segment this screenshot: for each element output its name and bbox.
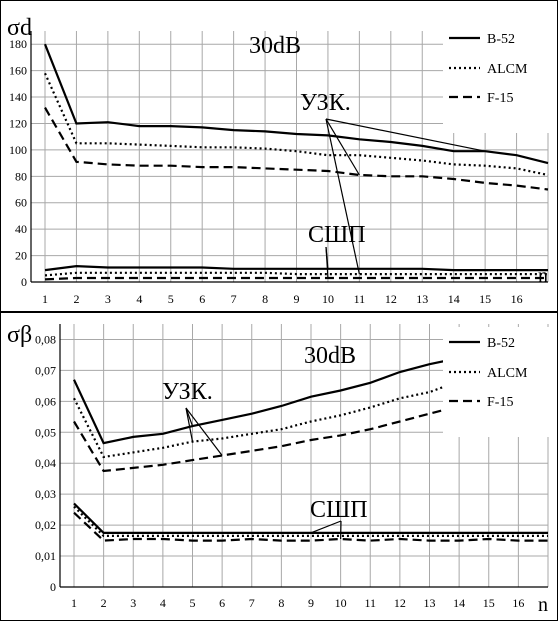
x-tick-label: 5 (168, 292, 174, 306)
y-tick-label: 0,08 (35, 332, 56, 346)
x-axis-label: n (538, 265, 548, 287)
x-tick-label: 1 (42, 292, 48, 306)
y-tick-label: 0,06 (35, 394, 56, 408)
x-tick-label: 7 (231, 292, 237, 306)
x-axis-label: n (538, 594, 548, 616)
x-tick-label: 3 (130, 596, 136, 610)
y-axis-label: σd (7, 15, 32, 41)
x-tick-label: 11 (364, 596, 376, 610)
y-tick-label: 100 (9, 143, 27, 157)
y-tick-label: 0,03 (35, 487, 56, 501)
x-tick-label: 8 (262, 292, 268, 306)
y-tick-label: 80 (15, 169, 27, 183)
db-annotation: 30dB (304, 343, 356, 369)
y-tick-label: 40 (15, 222, 27, 236)
y-tick-label: 60 (15, 196, 27, 210)
y-tick-label: 160 (9, 64, 27, 78)
x-tick-label: 1 (71, 596, 77, 610)
x-tick-label: 10 (322, 292, 334, 306)
x-tick-label: 12 (394, 596, 406, 610)
x-tick-label: 9 (308, 596, 314, 610)
x-tick-label: 6 (199, 292, 205, 306)
x-tick-label: 2 (73, 292, 79, 306)
x-tick-label: 15 (483, 596, 495, 610)
x-tick-label: 10 (335, 596, 347, 610)
narrow-band-leader-line (326, 119, 359, 274)
legend-label-alcm: ALCM (487, 366, 528, 381)
x-tick-label: 5 (190, 596, 196, 610)
legend: B-52 ALCM F-15 (443, 23, 555, 133)
x-tick-label: 15 (479, 292, 491, 306)
legend-label-f15: F-15 (487, 395, 513, 410)
y-tick-label: 140 (9, 90, 27, 104)
legend-label-f15: F-15 (487, 91, 513, 106)
y-tick-label: 0,05 (35, 425, 56, 439)
x-tick-label: 11 (354, 292, 366, 306)
db-annotation: 30dB (249, 33, 301, 59)
y-tick-label: 0,01 (35, 549, 56, 563)
legend-label-b52: B-52 (487, 32, 515, 47)
uwb-annotation: СШП (310, 497, 368, 523)
x-tick-label: 14 (448, 292, 460, 306)
x-tick-label: 3 (105, 292, 111, 306)
uwb-annotation: СШП (308, 222, 366, 248)
x-tick-label: 2 (101, 596, 107, 610)
x-tick-label: 8 (278, 596, 284, 610)
x-tick-label: 4 (136, 292, 142, 306)
legend-label-b52: B-52 (487, 336, 515, 351)
x-tick-label: 7 (249, 596, 255, 610)
x-tick-label: 16 (512, 596, 524, 610)
series-line-alcm-uwb (45, 273, 548, 276)
x-tick-label: 13 (424, 596, 436, 610)
y-tick-label: 0,07 (35, 363, 56, 377)
legend-label-alcm: ALCM (487, 62, 528, 77)
y-tick-label: 0,04 (35, 456, 56, 470)
y-axis-label: σβ (7, 322, 32, 348)
y-tick-label: 120 (9, 116, 27, 130)
y-tick-label: 0 (21, 275, 27, 289)
y-tick-label: 20 (15, 249, 27, 263)
legend: B-52 ALCM F-15 (443, 327, 555, 437)
y-tick-label: 0 (50, 580, 56, 594)
x-tick-label: 14 (453, 596, 465, 610)
x-tick-label: 12 (385, 292, 397, 306)
x-tick-label: 9 (294, 292, 300, 306)
narrow-band-leader-line (186, 408, 222, 456)
narrow-band-annotation: УЗК. (162, 379, 213, 405)
narrow-band-annotation: УЗК. (300, 90, 351, 116)
x-tick-label: 13 (416, 292, 428, 306)
x-tick-label: 16 (511, 292, 523, 306)
y-tick-label: 0,02 (35, 518, 56, 532)
x-tick-label: 4 (160, 596, 166, 610)
narrow-band-leader-line (326, 119, 359, 175)
x-tick-label: 6 (219, 596, 225, 610)
